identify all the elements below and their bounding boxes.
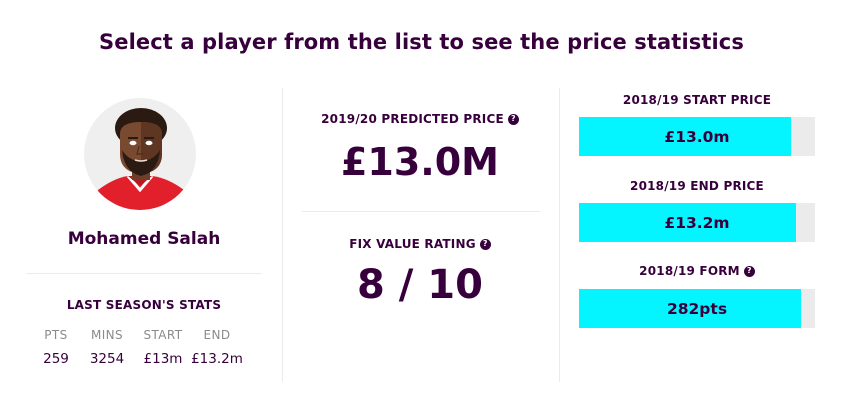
end-price-bar-fill bbox=[579, 203, 797, 242]
end-price-bar: £13.2m bbox=[579, 203, 815, 242]
last-season-stats: PTS MINS START END 259 3254 £13m £13.2m bbox=[34, 328, 264, 367]
stats-header-end: END bbox=[203, 328, 231, 342]
stats-header-pts: PTS bbox=[44, 328, 68, 342]
start-price-bar: £13.0m bbox=[579, 117, 815, 156]
end-price-label: 2018/19 END PRICE bbox=[579, 179, 815, 193]
stats-value-start: £13m bbox=[143, 351, 183, 367]
start-price-bar-fill bbox=[579, 117, 792, 156]
predicted-price-label-text: 2019/20 PREDICTED PRICE bbox=[321, 112, 504, 126]
last-season-title: LAST SEASON'S STATS bbox=[66, 298, 222, 312]
predicted-price-value: £13.0M bbox=[340, 140, 499, 184]
help-icon[interactable]: ? bbox=[479, 238, 491, 250]
player-avatar-icon bbox=[84, 98, 196, 210]
start-price-label: 2018/19 START PRICE bbox=[579, 93, 815, 107]
column-divider bbox=[282, 88, 283, 382]
form-value: 282pts bbox=[666, 299, 728, 318]
end-price-label-text: 2018/19 END PRICE bbox=[630, 179, 764, 193]
start-price-label-text: 2018/19 START PRICE bbox=[622, 93, 772, 107]
stats-value-row: 259 3254 £13m £13.2m bbox=[34, 351, 264, 367]
form-label: 2018/19 FORM ? bbox=[579, 264, 815, 278]
fix-value-label: FIX VALUE RATING ? bbox=[300, 237, 540, 251]
stats-header-row: PTS MINS START END bbox=[34, 328, 264, 342]
fix-value-label-text: FIX VALUE RATING bbox=[349, 237, 476, 251]
stats-header-mins: MINS bbox=[90, 328, 124, 342]
stats-value-end: £13.2m bbox=[191, 351, 243, 367]
form-bar: 282pts bbox=[579, 289, 815, 328]
end-price-value: £13.2m bbox=[664, 213, 730, 232]
form-label-text: 2018/19 FORM bbox=[639, 264, 740, 278]
stats-value-mins: 3254 bbox=[89, 351, 125, 367]
predicted-price-label: 2019/20 PREDICTED PRICE ? bbox=[300, 112, 540, 126]
stats-value-pts: 259 bbox=[43, 351, 69, 367]
divider bbox=[26, 273, 262, 274]
column-divider bbox=[559, 88, 560, 382]
form-bar-fill bbox=[579, 289, 801, 328]
help-icon[interactable]: ? bbox=[743, 265, 755, 277]
page-heading: Select a player from the list to see the… bbox=[99, 30, 744, 54]
start-price-value: £13.0m bbox=[664, 127, 730, 146]
player-name: Mohamed Salah bbox=[67, 229, 221, 249]
fix-value-rating: 8 / 10 bbox=[357, 262, 483, 308]
help-icon[interactable]: ? bbox=[507, 113, 519, 125]
stats-header-start: START bbox=[143, 328, 183, 342]
divider bbox=[302, 211, 540, 212]
